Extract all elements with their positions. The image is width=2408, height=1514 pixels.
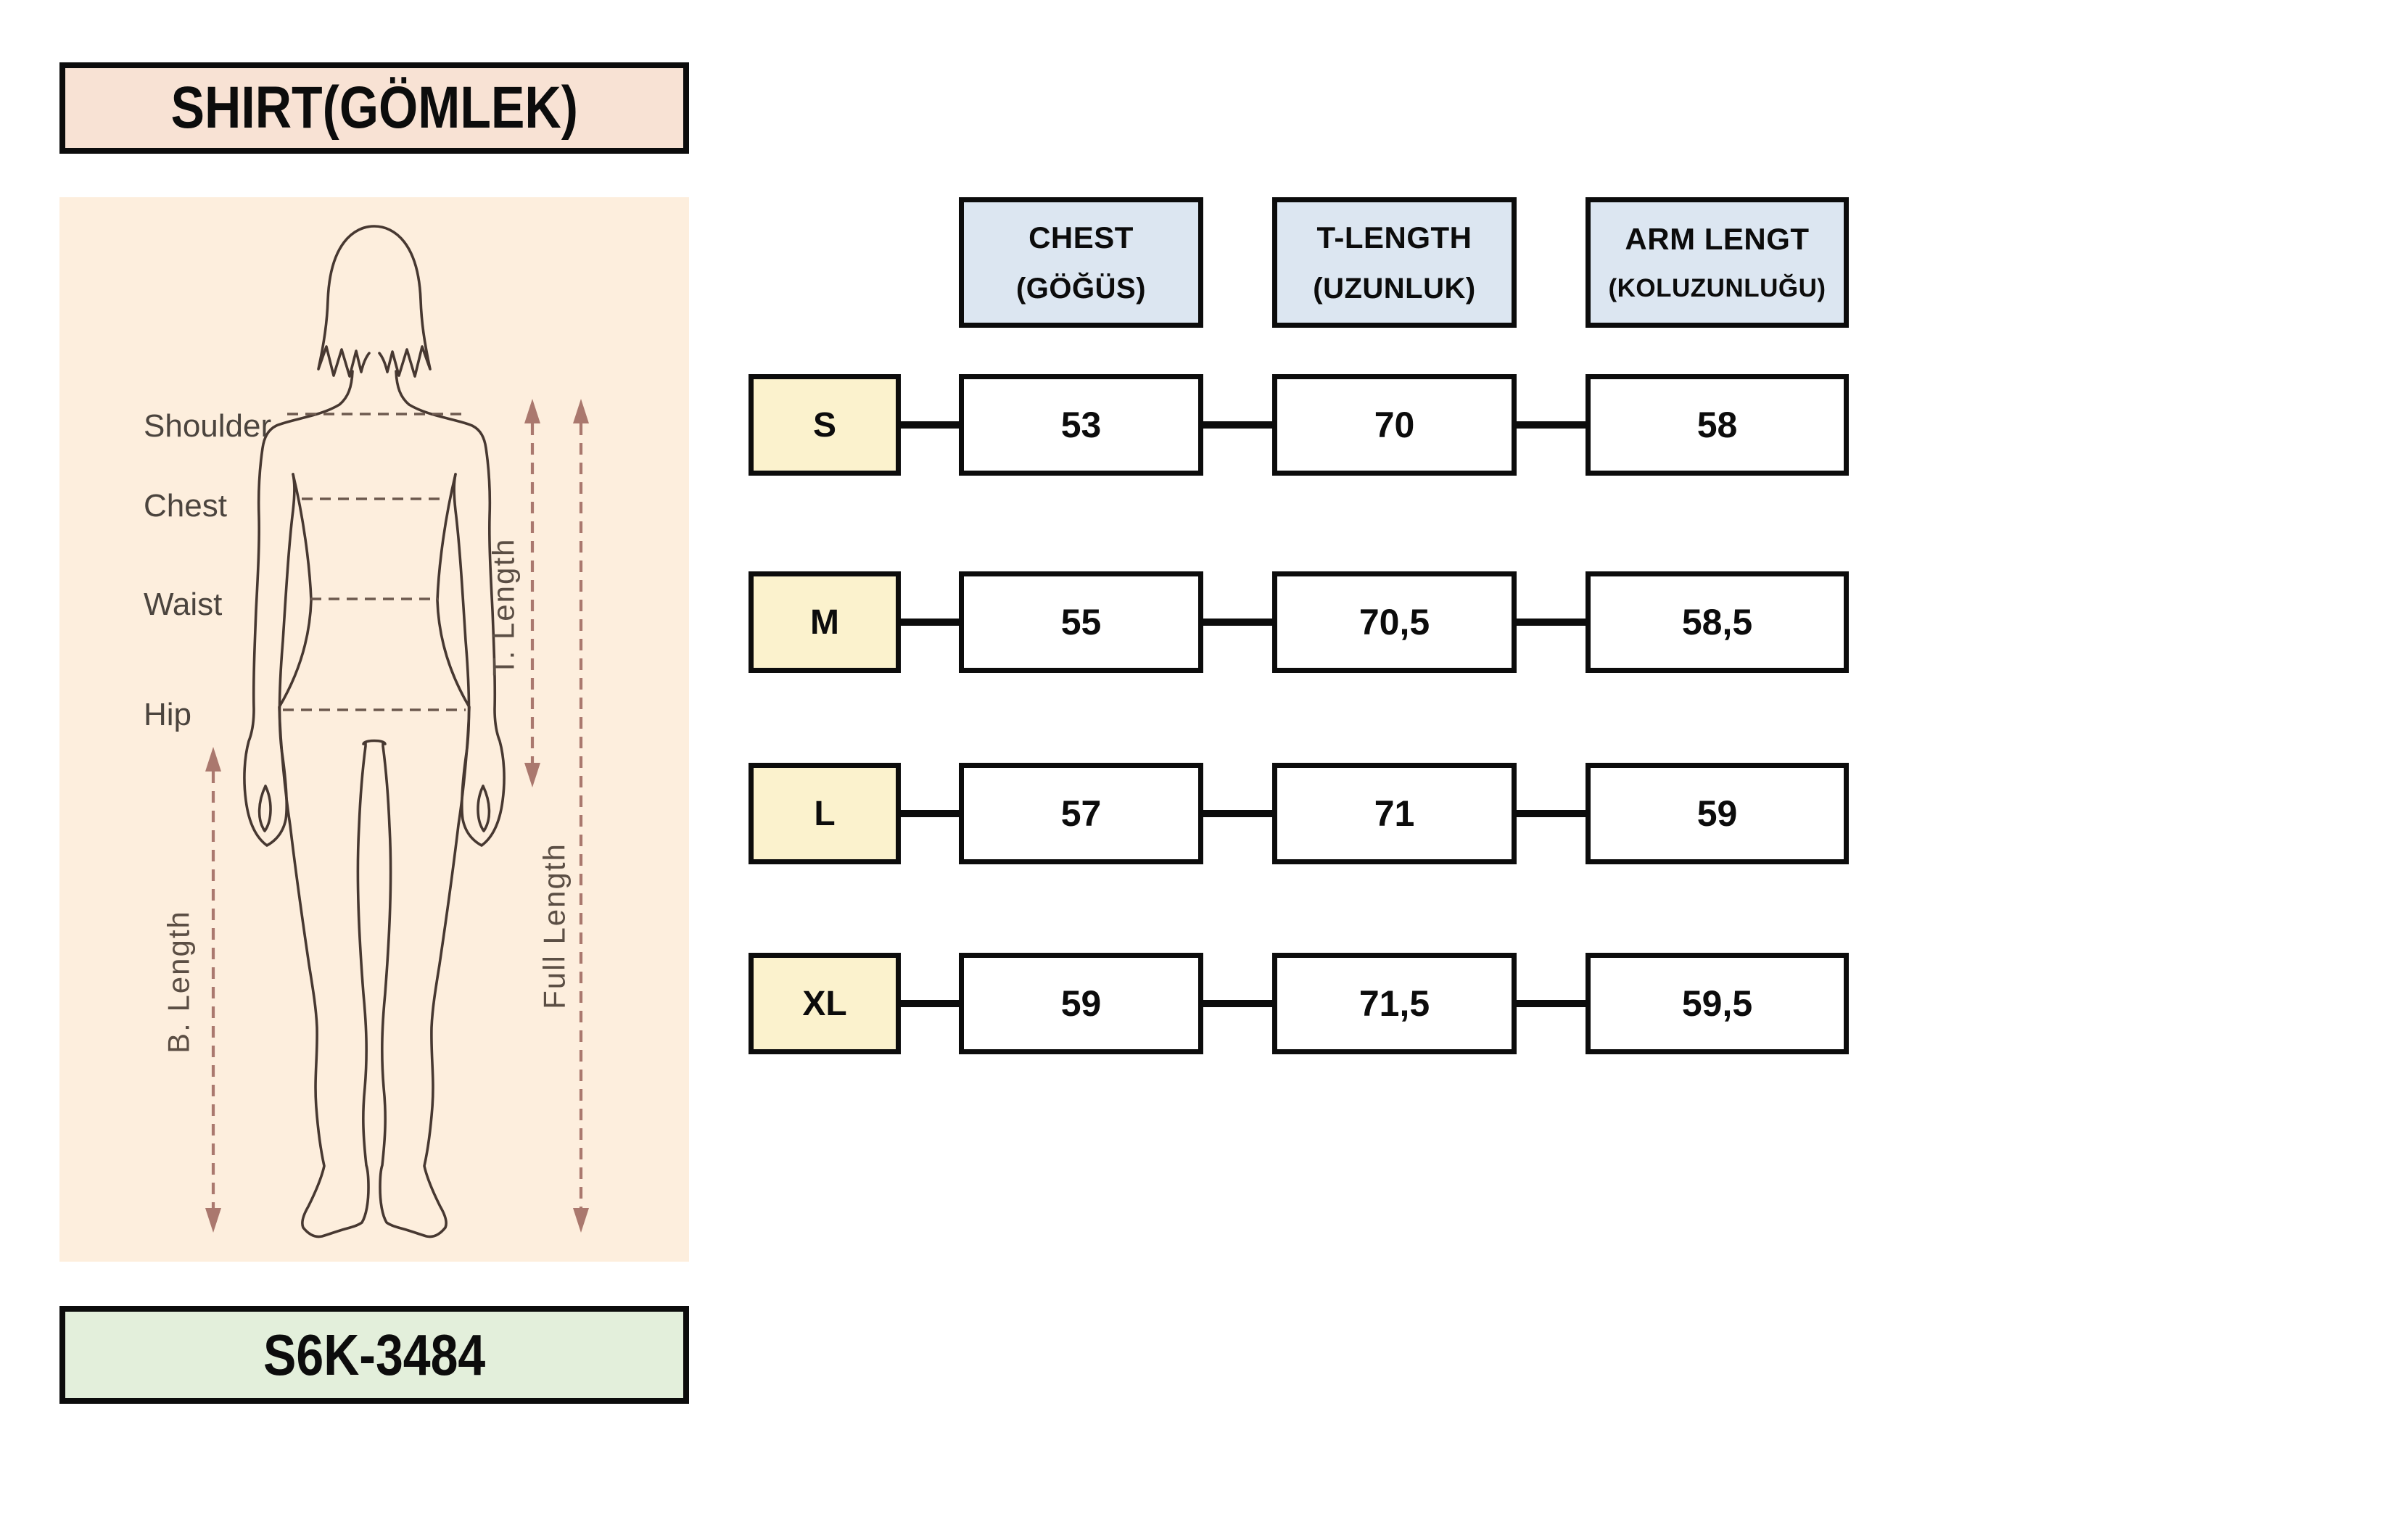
value-label: 59 [1060, 983, 1102, 1024]
value-box-xl-arm-length: 59,5 [1586, 953, 1849, 1054]
row-connector [901, 421, 959, 429]
full-length-arrowhead-top [573, 399, 589, 423]
product-title-box: SHIRT(GÖMLEK) [59, 62, 689, 154]
b-length-arrowhead-top [205, 747, 221, 772]
column-header-line2: (KOLUZUNLUĞU) [1608, 274, 1826, 302]
row-connector [1203, 1000, 1272, 1007]
product-title: SHIRT(GÖMLEK) [170, 75, 578, 141]
hip-label: Hip [144, 697, 191, 732]
value-label: 71 [1374, 793, 1415, 834]
column-header-line2: (UZUNLUK) [1313, 272, 1476, 305]
b-length-arrowhead-bottom [205, 1208, 221, 1233]
size-box-xl: XL [749, 953, 901, 1054]
value-label: 57 [1060, 793, 1102, 834]
row-connector [1517, 810, 1586, 817]
head-hair-outline [317, 225, 432, 378]
waist-label: Waist [144, 587, 222, 622]
left-hand-gap [257, 785, 272, 832]
t-length-label: T. Length [487, 538, 521, 677]
value-label: 71,5 [1358, 983, 1430, 1024]
b-length-label: B. Length [162, 910, 196, 1054]
value-box-l-arm-length: 59 [1586, 763, 1849, 864]
value-box-m-chest: 55 [959, 571, 1203, 673]
size-label: L [814, 794, 836, 833]
shoulder-label: Shoulder [144, 408, 271, 444]
value-box-s-chest: 53 [959, 374, 1203, 476]
body-figure-panel: Shoulder Chest Waist Hip T. Length Full … [59, 197, 689, 1262]
t-length-arrowhead-top [524, 399, 540, 423]
column-header-chest: CHEST (GÖĞÜS) [959, 197, 1203, 328]
column-header-line1: CHEST [1028, 220, 1134, 255]
value-box-xl-chest: 59 [959, 953, 1203, 1054]
size-box-m: M [749, 571, 901, 673]
row-connector [1517, 619, 1586, 626]
value-label: 59 [1696, 793, 1738, 834]
value-box-l-t-length: 71 [1272, 763, 1517, 864]
right-arm-outline [395, 370, 506, 847]
row-connector [1203, 810, 1272, 817]
size-box-l: L [749, 763, 901, 864]
row-connector [1203, 421, 1272, 429]
column-header-line1: ARM LENGT [1625, 222, 1810, 256]
value-label: 58,5 [1681, 602, 1753, 642]
value-box-m-t-length: 70,5 [1272, 571, 1517, 673]
size-label: M [810, 603, 839, 642]
right-torso-leg-outline [379, 473, 471, 1238]
right-hand-gap [477, 785, 491, 832]
value-box-l-chest: 57 [959, 763, 1203, 864]
row-connector [1517, 1000, 1586, 1007]
value-box-m-arm-length: 58,5 [1586, 571, 1849, 673]
product-code: S6K-3484 [263, 1322, 486, 1387]
left-torso-leg-outline [278, 473, 370, 1238]
value-label: 70 [1374, 405, 1415, 445]
column-header-t-length: T-LENGTH (UZUNLUK) [1272, 197, 1517, 328]
size-label: XL [802, 984, 847, 1023]
left-arm-outline [243, 370, 354, 847]
full-length-label: Full Length [537, 843, 572, 1009]
value-label: 58 [1696, 405, 1738, 445]
size-box-s: S [749, 374, 901, 476]
chest-label: Chest [144, 488, 227, 524]
row-connector [1203, 619, 1272, 626]
row-connector [901, 619, 959, 626]
value-label: 53 [1060, 405, 1102, 445]
value-box-s-arm-length: 58 [1586, 374, 1849, 476]
full-length-arrowhead-bottom [573, 1208, 589, 1233]
value-label: 55 [1060, 602, 1102, 642]
column-header-line1: T-LENGTH [1316, 220, 1472, 255]
row-connector [901, 1000, 959, 1007]
row-connector [901, 810, 959, 817]
product-code-box: S6K-3484 [59, 1306, 689, 1404]
value-box-s-t-length: 70 [1272, 374, 1517, 476]
row-connector [1517, 421, 1586, 429]
column-header-arm-length: ARM LENGT (KOLUZUNLUĞU) [1586, 197, 1849, 328]
crotch-line [362, 739, 387, 745]
body-figure-svg: Shoulder Chest Waist Hip T. Length Full … [144, 225, 589, 1238]
value-label: 70,5 [1358, 602, 1430, 642]
column-header-line2: (GÖĞÜS) [1015, 272, 1147, 305]
value-box-xl-t-length: 71,5 [1272, 953, 1517, 1054]
value-label: 59,5 [1681, 983, 1753, 1024]
t-length-arrowhead-bottom [524, 763, 540, 787]
size-label: S [812, 405, 836, 444]
